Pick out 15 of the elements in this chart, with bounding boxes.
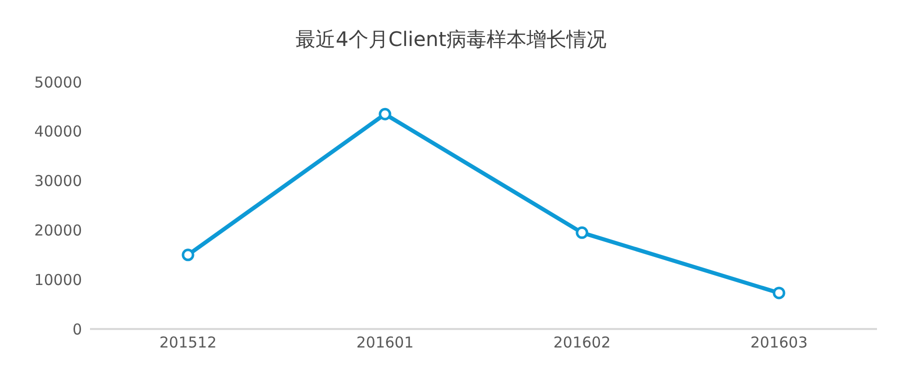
point	[576, 226, 588, 239]
y-tick-label: 10000	[34, 270, 82, 289]
y-tick-label: 50000	[34, 73, 82, 92]
y-tick-label: 30000	[34, 172, 82, 190]
chart-title: 最近4个月Client病毒样本增长情况	[294, 26, 608, 53]
x-tick-label: 201601	[356, 334, 414, 352]
x-tick-label: 201602	[553, 334, 611, 352]
y-tick-label: 40000	[34, 122, 82, 141]
y-tick-label: 20000	[34, 222, 82, 240]
x-tick-label: 201512	[159, 334, 217, 352]
point	[378, 108, 392, 120]
point	[182, 248, 194, 262]
y-tick-label: 0	[72, 320, 82, 338]
x-tick-label: 201603	[750, 334, 808, 352]
point	[772, 286, 786, 300]
